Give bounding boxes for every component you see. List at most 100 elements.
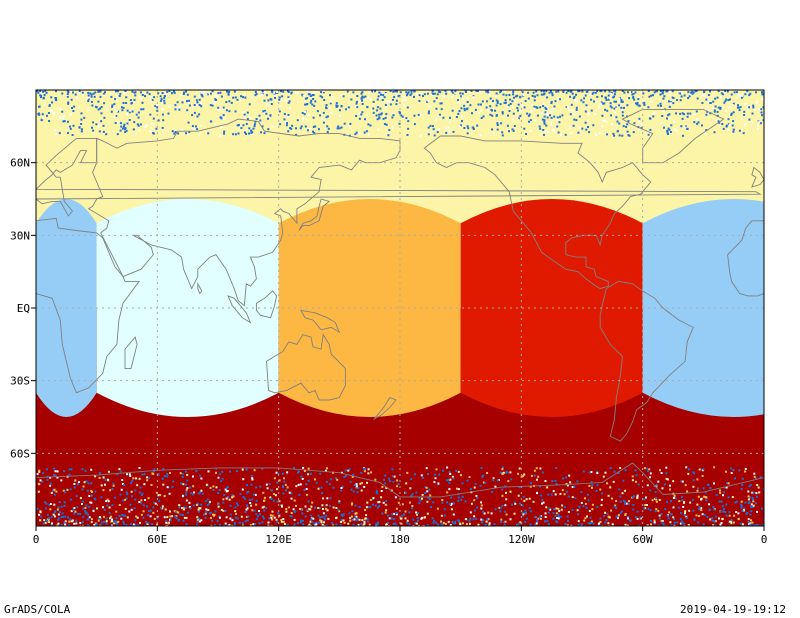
noise-dot xyxy=(195,470,198,472)
noise-dot xyxy=(367,472,370,475)
noise-dot xyxy=(631,91,633,93)
noise-dot xyxy=(550,123,552,126)
noise-dot xyxy=(129,99,132,101)
noise-dot xyxy=(391,513,394,516)
noise-dot xyxy=(545,90,548,93)
noise-dot xyxy=(79,497,82,500)
noise-dot xyxy=(755,492,758,495)
noise-dot xyxy=(72,124,75,127)
noise-dot xyxy=(292,508,295,511)
noise-dot xyxy=(208,502,211,505)
noise-dot xyxy=(284,120,287,123)
noise-dot xyxy=(165,519,168,522)
noise-dot xyxy=(581,90,584,93)
noise-dot xyxy=(552,517,555,520)
noise-dot xyxy=(460,95,463,98)
noise-dot xyxy=(323,121,325,124)
noise-dot xyxy=(47,520,50,523)
noise-dot xyxy=(87,100,90,103)
noise-dot xyxy=(102,92,105,95)
noise-dot xyxy=(173,91,176,94)
noise-dot xyxy=(631,496,634,499)
noise-dot xyxy=(613,116,616,119)
noise-dot xyxy=(365,506,368,509)
noise-dot xyxy=(320,91,322,94)
noise-dot xyxy=(317,514,320,517)
noise-dot xyxy=(480,504,483,507)
noise-dot xyxy=(536,94,539,97)
noise-dot xyxy=(168,90,171,92)
noise-dot xyxy=(583,97,586,100)
noise-dot xyxy=(355,115,358,117)
noise-dot xyxy=(448,130,451,133)
noise-dot xyxy=(445,127,448,130)
noise-dot xyxy=(68,520,71,523)
noise-dot xyxy=(323,99,326,101)
noise-dot xyxy=(82,515,85,518)
noise-dot xyxy=(250,474,253,477)
noise-dot xyxy=(578,90,581,93)
noise-dot xyxy=(181,494,184,497)
noise-dot xyxy=(550,121,553,123)
noise-dot xyxy=(674,497,677,500)
noise-dot xyxy=(230,101,233,104)
noise-dot xyxy=(113,106,116,109)
noise-dot xyxy=(92,129,95,132)
noise-dot xyxy=(307,467,310,470)
noise-dot xyxy=(72,91,74,94)
noise-dot xyxy=(740,503,743,506)
noise-dot xyxy=(716,110,719,113)
noise-dot xyxy=(171,515,174,518)
noise-dot xyxy=(343,122,346,125)
noise-dot xyxy=(728,520,731,523)
noise-dot xyxy=(537,475,540,478)
noise-dot xyxy=(72,110,75,112)
noise-dot xyxy=(518,467,521,470)
noise-dot xyxy=(546,131,549,134)
noise-dot xyxy=(94,498,97,501)
noise-dot xyxy=(360,97,363,100)
noise-dot xyxy=(91,126,93,129)
noise-dot xyxy=(678,90,681,93)
noise-dot xyxy=(198,98,201,101)
noise-dot xyxy=(441,501,444,504)
noise-dot xyxy=(391,116,394,119)
noise-dot xyxy=(723,91,726,94)
noise-dot xyxy=(569,481,572,484)
noise-dot xyxy=(454,520,457,523)
noise-dot xyxy=(537,517,540,520)
noise-dot xyxy=(326,524,329,526)
noise-dot xyxy=(448,90,451,93)
noise-dot xyxy=(297,483,300,486)
noise-dot xyxy=(442,116,445,119)
noise-dot xyxy=(515,95,518,98)
noise-dot xyxy=(461,94,464,97)
noise-dot xyxy=(93,95,96,98)
noise-dot xyxy=(270,103,273,105)
noise-dot xyxy=(200,503,203,506)
noise-dot xyxy=(111,524,113,526)
noise-dot xyxy=(44,90,47,92)
noise-dot xyxy=(733,514,736,517)
noise-dot xyxy=(380,93,382,96)
noise-dot xyxy=(631,475,634,478)
noise-dot xyxy=(732,111,735,114)
noise-dot xyxy=(148,476,151,479)
noise-dot xyxy=(533,119,536,122)
noise-dot xyxy=(747,498,750,501)
noise-dot xyxy=(487,91,490,94)
noise-dot xyxy=(140,97,142,100)
noise-dot xyxy=(394,90,397,93)
noise-dot xyxy=(409,94,412,97)
noise-dot xyxy=(725,470,727,473)
noise-dot xyxy=(237,504,239,507)
noise-dot xyxy=(64,491,66,494)
noise-dot xyxy=(359,112,362,115)
noise-dot xyxy=(469,104,472,107)
noise-dot xyxy=(615,515,618,518)
noise-dot xyxy=(73,483,76,485)
noise-dot xyxy=(322,508,324,510)
noise-dot xyxy=(45,91,48,94)
noise-dot xyxy=(465,97,468,99)
noise-dot xyxy=(42,90,45,93)
